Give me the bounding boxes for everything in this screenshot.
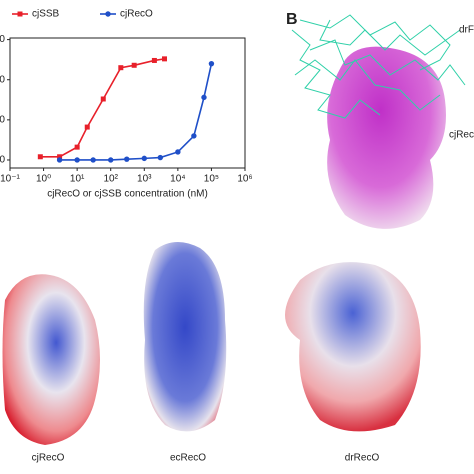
protein-label: cjRec: [449, 130, 474, 141]
legend-label: cjSSB: [32, 9, 60, 20]
data-point: [90, 157, 96, 163]
y-tick-label: 50: [0, 114, 5, 125]
series-line: [40, 58, 165, 158]
y-tick-label: 0: [0, 155, 5, 166]
legend-label: cjRecO: [120, 9, 153, 20]
protein-surface: [143, 241, 227, 432]
data-point: [84, 124, 90, 130]
protein-surface: [285, 262, 421, 432]
data-point: [108, 157, 114, 163]
legend-marker: [105, 11, 111, 17]
data-point: [131, 62, 137, 68]
data-point: [74, 144, 80, 150]
protein-label: drF: [459, 25, 474, 36]
y-tick-label: 150: [0, 34, 5, 45]
data-point: [118, 65, 124, 71]
protein-label: drRecO: [345, 453, 380, 464]
data-point: [57, 154, 63, 160]
data-point: [175, 149, 181, 155]
data-point: [151, 57, 157, 63]
x-tick-label: 10⁴: [170, 174, 185, 185]
data-point: [141, 155, 147, 162]
series-line: [59, 63, 213, 161]
x-tick-label: 10⁻¹: [0, 174, 20, 185]
y-tick-label: 100: [0, 74, 5, 85]
x-tick-label: 10²: [103, 174, 118, 185]
x-tick-label: 10¹: [70, 174, 85, 185]
data-point: [124, 156, 130, 162]
x-axis-label: cjRecO or cjSSB concentration (nM): [47, 189, 208, 200]
protein-label: cjRecO: [32, 453, 65, 464]
panel-label: B: [286, 11, 298, 28]
data-point: [201, 94, 207, 101]
legend-marker: [17, 11, 23, 17]
x-tick-label: 10³: [137, 174, 152, 185]
protein-label: ecRecO: [170, 453, 206, 464]
data-point: [157, 154, 164, 161]
electrostatic-panels: cjRecO ecRecO drRecO: [2, 241, 421, 464]
x-tick-label: 10⁰: [36, 174, 51, 185]
data-point: [74, 157, 80, 163]
data-point: [100, 96, 106, 102]
x-tick-label: 10⁵: [204, 174, 219, 185]
panel-b: B drF cjRec: [286, 11, 474, 229]
data-point: [37, 154, 43, 160]
protein-surface: [2, 274, 100, 445]
data-point: [56, 157, 63, 163]
backbone-trace: [291, 14, 466, 119]
data-point: [191, 133, 197, 139]
x-tick-label: 10⁶: [237, 174, 252, 185]
binding-chart: 0 50 100 150 10⁻¹ 10⁰ 10¹ 10² 10³ 10⁴ 10⁵ 10⁶ cjRecO…: [0, 9, 253, 200]
data-point: [208, 60, 215, 67]
data-point: [161, 56, 167, 62]
plot-frame: [9, 37, 246, 169]
protein-surface: [327, 46, 446, 229]
